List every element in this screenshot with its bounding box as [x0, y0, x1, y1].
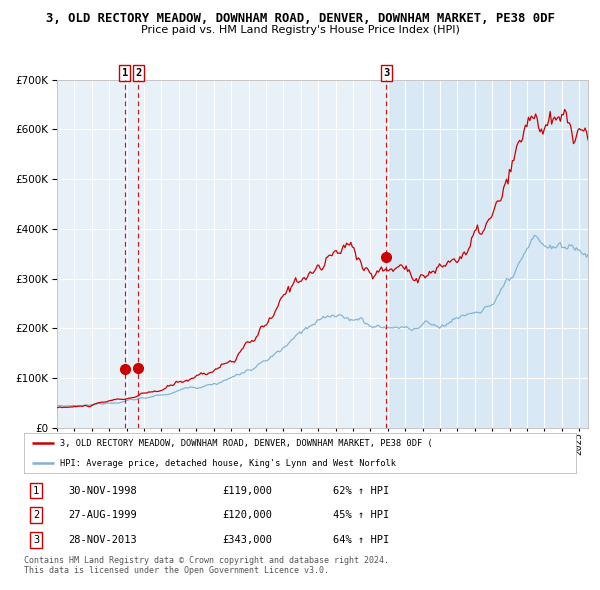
Text: HPI: Average price, detached house, King's Lynn and West Norfolk: HPI: Average price, detached house, King… — [60, 458, 396, 468]
Text: Contains HM Land Registry data © Crown copyright and database right 2024.
This d: Contains HM Land Registry data © Crown c… — [24, 556, 389, 575]
Text: 62% ↑ HPI: 62% ↑ HPI — [333, 486, 389, 496]
Text: 3: 3 — [383, 68, 389, 78]
Text: 2: 2 — [33, 510, 39, 520]
Text: £120,000: £120,000 — [223, 510, 273, 520]
Text: £343,000: £343,000 — [223, 535, 273, 545]
Bar — [386, 80, 588, 428]
Text: 3: 3 — [33, 535, 39, 545]
Text: 30-NOV-1998: 30-NOV-1998 — [68, 486, 137, 496]
Text: 3, OLD RECTORY MEADOW, DOWNHAM ROAD, DENVER, DOWNHAM MARKET, PE38 0DF (: 3, OLD RECTORY MEADOW, DOWNHAM ROAD, DEN… — [60, 438, 433, 448]
Text: 28-NOV-2013: 28-NOV-2013 — [68, 535, 137, 545]
Text: 3, OLD RECTORY MEADOW, DOWNHAM ROAD, DENVER, DOWNHAM MARKET, PE38 0DF: 3, OLD RECTORY MEADOW, DOWNHAM ROAD, DEN… — [46, 12, 554, 25]
Text: £119,000: £119,000 — [223, 486, 273, 496]
Text: 27-AUG-1999: 27-AUG-1999 — [68, 510, 137, 520]
Text: 2: 2 — [135, 68, 142, 78]
Text: 1: 1 — [122, 68, 128, 78]
Text: Price paid vs. HM Land Registry's House Price Index (HPI): Price paid vs. HM Land Registry's House … — [140, 25, 460, 35]
Text: 64% ↑ HPI: 64% ↑ HPI — [333, 535, 389, 545]
Text: 1: 1 — [33, 486, 39, 496]
Text: 45% ↑ HPI: 45% ↑ HPI — [333, 510, 389, 520]
